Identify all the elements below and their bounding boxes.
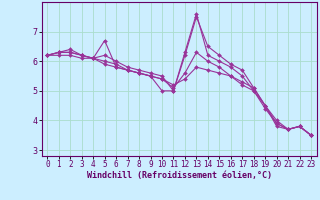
X-axis label: Windchill (Refroidissement éolien,°C): Windchill (Refroidissement éolien,°C) <box>87 171 272 180</box>
